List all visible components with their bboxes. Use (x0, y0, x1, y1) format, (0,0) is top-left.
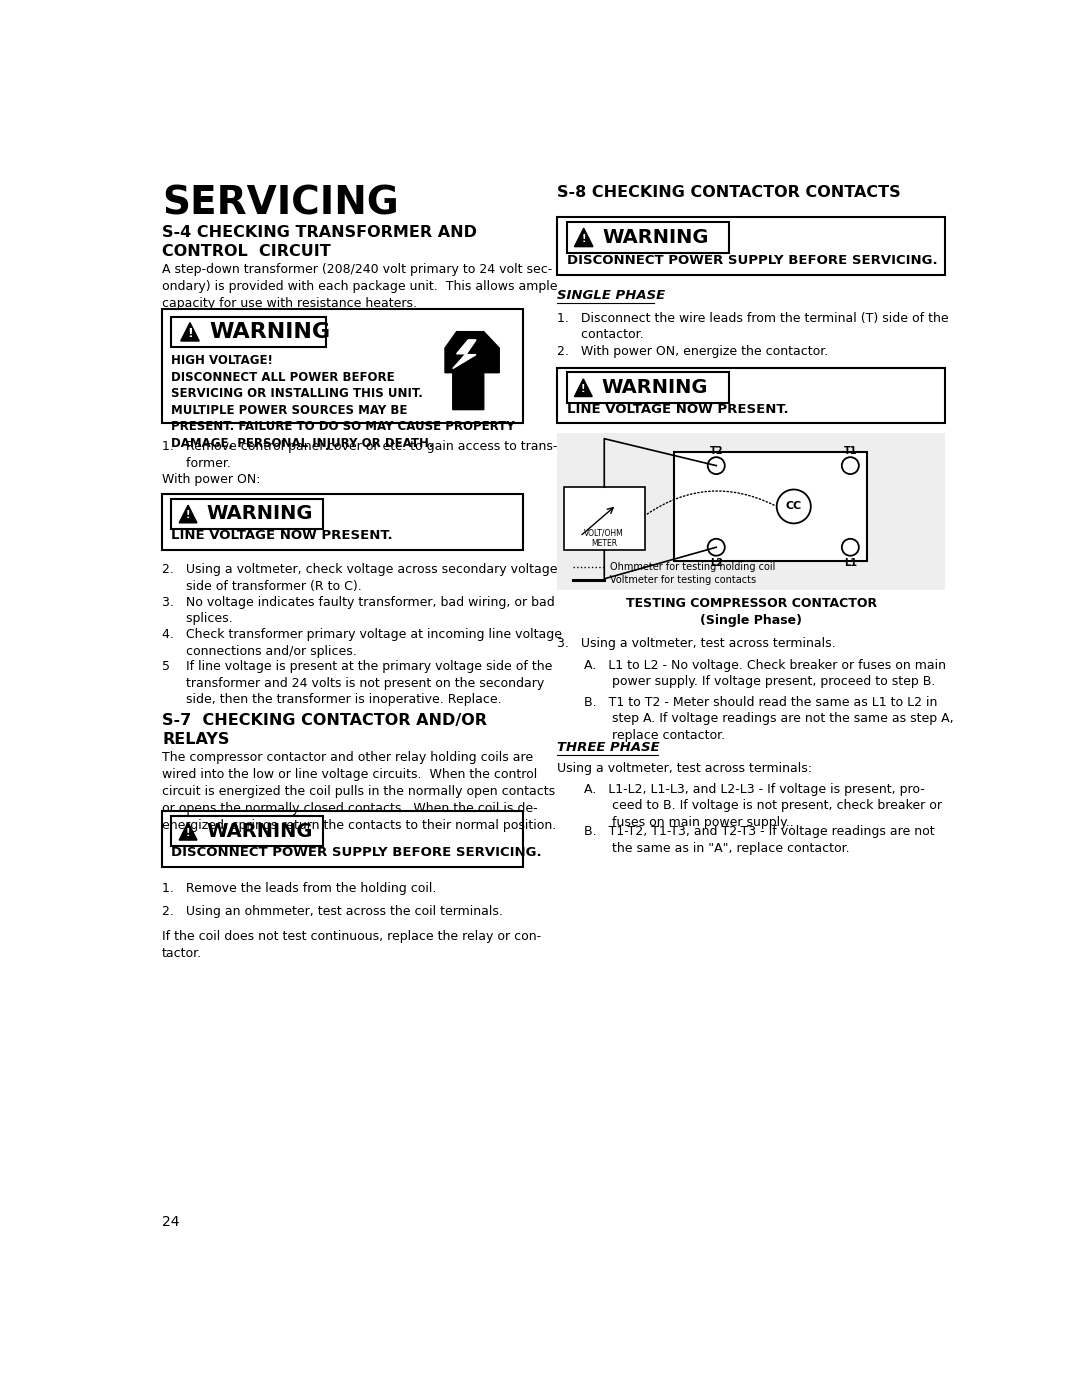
Text: 3.   Using a voltmeter, test across terminals.: 3. Using a voltmeter, test across termin… (557, 637, 836, 651)
FancyBboxPatch shape (557, 217, 945, 275)
Text: S-7  CHECKING CONTACTOR AND/OR
RELAYS: S-7 CHECKING CONTACTOR AND/OR RELAYS (162, 712, 487, 747)
FancyBboxPatch shape (172, 499, 323, 529)
Text: DISCONNECT POWER SUPPLY BEFORE SERVICING.: DISCONNECT POWER SUPPLY BEFORE SERVICING… (172, 847, 542, 859)
Text: 2.   Using a voltmeter, check voltage across secondary voltage
      side of tra: 2. Using a voltmeter, check voltage acro… (162, 563, 557, 592)
Text: 1.   Remove control panel cover or etc. to gain access to trans-
      former.: 1. Remove control panel cover or etc. to… (162, 440, 557, 469)
Text: !: ! (186, 510, 190, 521)
Text: !: ! (186, 827, 190, 838)
Text: A.   L1-L2, L1-L3, and L2-L3 - If voltage is present, pro-
       ceed to B. If : A. L1-L2, L1-L3, and L2-L3 - If voltage … (584, 782, 943, 828)
Text: Voltmeter for testing contacts: Voltmeter for testing contacts (610, 576, 756, 585)
Text: LINE VOLTAGE NOW PRESENT.: LINE VOLTAGE NOW PRESENT. (567, 402, 788, 415)
Polygon shape (575, 228, 593, 247)
Polygon shape (575, 379, 592, 397)
Text: Using a voltmeter, test across terminals:: Using a voltmeter, test across terminals… (557, 763, 812, 775)
Text: LINE VOLTAGE NOW PRESENT.: LINE VOLTAGE NOW PRESENT. (172, 529, 393, 542)
Text: !: ! (581, 233, 586, 244)
Polygon shape (179, 823, 197, 840)
Text: L1: L1 (843, 557, 856, 569)
Text: T1: T1 (843, 446, 858, 455)
Text: 1.   Remove the leads from the holding coil.: 1. Remove the leads from the holding coi… (162, 882, 436, 895)
Bar (674, 451, 867, 562)
Text: 4.   Check transformer primary voltage at incoming line voltage
      connection: 4. Check transformer primary voltage at … (162, 629, 562, 658)
Text: 5    If line voltage is present at the primary voltage side of the
      transfo: 5 If line voltage is present at the prim… (162, 661, 553, 707)
Text: The compressor contactor and other relay holding coils are
wired into the low or: The compressor contactor and other relay… (162, 752, 556, 833)
Polygon shape (453, 339, 476, 369)
Text: S-8 CHECKING CONTACTOR CONTACTS: S-8 CHECKING CONTACTOR CONTACTS (557, 184, 901, 200)
Text: SINGLE PHASE: SINGLE PHASE (557, 289, 665, 302)
Text: WARNING: WARNING (602, 379, 708, 397)
Text: 3.   No voltage indicates faulty transformer, bad wiring, or bad
      splices.: 3. No voltage indicates faulty transform… (162, 595, 555, 626)
Text: 1.   Disconnect the wire leads from the terminal (T) side of the
      contactor: 1. Disconnect the wire leads from the te… (557, 312, 949, 341)
Text: CC: CC (785, 502, 801, 511)
Text: WARNING: WARNING (206, 821, 313, 841)
Text: TESTING COMPRESSOR CONTACTOR: TESTING COMPRESSOR CONTACTOR (625, 597, 877, 609)
Text: B.   T1 to T2 - Meter should read the same as L1 to L2 in
       step A. If volt: B. T1 to T2 - Meter should read the same… (584, 696, 954, 742)
Text: SERVICING: SERVICING (162, 184, 399, 222)
Polygon shape (179, 506, 197, 522)
Text: (Single Phase): (Single Phase) (700, 615, 802, 627)
Text: WARNING: WARNING (603, 228, 708, 247)
FancyBboxPatch shape (567, 373, 729, 402)
Text: S-4 CHECKING TRANSFORMER AND
CONTROL  CIRCUIT: S-4 CHECKING TRANSFORMER AND CONTROL CIR… (162, 225, 477, 258)
Text: !: ! (581, 384, 585, 394)
FancyBboxPatch shape (172, 317, 326, 346)
FancyBboxPatch shape (162, 495, 523, 549)
FancyBboxPatch shape (557, 433, 945, 591)
Text: If the coil does not test continuous, replace the relay or con-
tactor.: If the coil does not test continuous, re… (162, 930, 541, 960)
Text: 2.   Using an ohmmeter, test across the coil terminals.: 2. Using an ohmmeter, test across the co… (162, 905, 503, 918)
FancyBboxPatch shape (557, 367, 945, 423)
Text: L2: L2 (710, 557, 723, 569)
FancyBboxPatch shape (162, 309, 523, 423)
Text: VOLT/OHM
METER: VOLT/OHM METER (584, 528, 624, 548)
Polygon shape (180, 323, 199, 341)
Text: THREE PHASE: THREE PHASE (557, 740, 660, 753)
Text: A.   L1 to L2 - No voltage. Check breaker or fuses on main
       power supply. : A. L1 to L2 - No voltage. Check breaker … (584, 659, 946, 689)
Text: DISCONNECT POWER SUPPLY BEFORE SERVICING.: DISCONNECT POWER SUPPLY BEFORE SERVICING… (567, 254, 937, 267)
Text: !: ! (187, 327, 193, 339)
Text: HIGH VOLTAGE!
DISCONNECT ALL POWER BEFORE
SERVICING OR INSTALLING THIS UNIT.
MUL: HIGH VOLTAGE! DISCONNECT ALL POWER BEFOR… (172, 355, 515, 450)
Text: B.   T1-T2, T1-T3, and T2-T3 - If voltage readings are not
       the same as in: B. T1-T2, T1-T3, and T2-T3 - If voltage … (584, 826, 935, 855)
Text: 24: 24 (162, 1215, 179, 1229)
Text: Ohmmeter for testing holding coil: Ohmmeter for testing holding coil (610, 562, 775, 573)
Text: WARNING: WARNING (210, 321, 330, 342)
Text: 2.   With power ON, energize the contactor.: 2. With power ON, energize the contactor… (557, 345, 828, 358)
Bar (564, 488, 645, 550)
FancyBboxPatch shape (172, 816, 323, 847)
Text: WARNING: WARNING (206, 504, 313, 524)
Text: With power ON:: With power ON: (162, 472, 260, 486)
FancyBboxPatch shape (162, 812, 523, 866)
Text: A step-down transformer (208/240 volt primary to 24 volt sec-
ondary) is provide: A step-down transformer (208/240 volt pr… (162, 263, 557, 310)
Polygon shape (445, 331, 499, 409)
Text: T2: T2 (710, 446, 723, 455)
FancyBboxPatch shape (567, 222, 729, 253)
